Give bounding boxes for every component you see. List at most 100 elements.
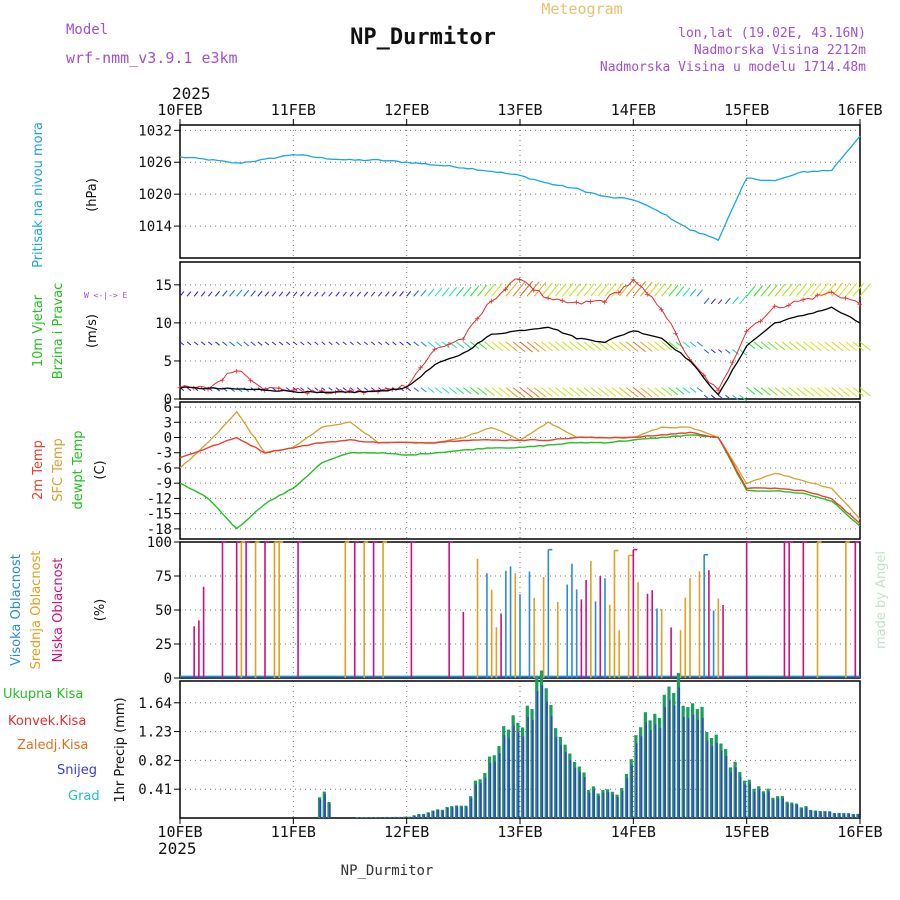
pressure-panel: Pritisak na nivou mora (hPa) — [31, 122, 100, 268]
wind-barb — [788, 387, 800, 397]
wind-barb — [328, 341, 333, 346]
elevation-label: Nadmorska Visina 2212m — [694, 43, 866, 58]
snow-bar — [550, 716, 553, 818]
wind-barb — [441, 341, 450, 349]
wind-gust-marker: + — [290, 386, 296, 396]
wind-barb — [477, 284, 488, 297]
snow-bar — [654, 724, 657, 818]
wind-barb — [491, 387, 503, 397]
precip-bar — [554, 728, 558, 818]
snow-bar — [390, 817, 392, 818]
y-tick-label: 1020 — [138, 187, 172, 203]
wind-gust-marker: + — [404, 383, 410, 393]
wind-barb — [767, 341, 778, 351]
wind-barb — [342, 291, 347, 297]
wind-barb — [285, 341, 291, 346]
wind-barb — [746, 341, 756, 350]
wind-barb — [462, 286, 472, 297]
snow-bar — [645, 722, 647, 818]
wind-barb — [548, 387, 560, 397]
wind-barb — [803, 341, 815, 351]
wind-barb — [434, 287, 443, 297]
wind-barb — [370, 291, 376, 297]
wind-gust-marker: + — [375, 387, 381, 397]
wind-barb — [590, 341, 602, 351]
wind-barb — [845, 387, 858, 397]
snow-bar — [329, 803, 331, 818]
wind-barb — [831, 341, 844, 352]
y-tick-label: 0 — [164, 431, 172, 447]
wind-barb — [335, 341, 340, 346]
wind-barb — [271, 341, 277, 346]
wind-barb — [519, 387, 533, 399]
wind-barb — [363, 291, 369, 297]
snow-bar — [834, 813, 836, 818]
wind-barb — [647, 282, 660, 297]
y-tick-label: 10 — [155, 316, 172, 332]
precip-total-label: Ukupna Kisa — [3, 687, 83, 702]
snow-bar — [432, 811, 435, 818]
snow-bar — [805, 807, 808, 818]
year-top-label: 2025 — [172, 84, 211, 103]
y-tick-label: 5 — [164, 354, 172, 370]
snow-bar — [517, 732, 520, 818]
wind-barb — [207, 291, 213, 297]
wind-barb — [455, 286, 465, 297]
temp-2m-label: 2m Temp — [31, 440, 46, 500]
wind-barb — [186, 341, 192, 346]
snow-bar — [414, 815, 416, 818]
wind-barb — [321, 387, 326, 391]
snow-bar — [319, 799, 322, 818]
wind-barb — [463, 341, 472, 349]
wind-barb — [448, 341, 457, 349]
wind-barb — [739, 394, 748, 402]
wind-barb — [356, 341, 361, 346]
panel-frame-wind — [179, 261, 861, 400]
wind-barb — [725, 349, 731, 354]
wind-gust-marker: + — [432, 345, 438, 355]
wind-barb — [633, 387, 646, 398]
bottom-day-label: 10FEB — [157, 823, 202, 841]
wind-barb — [746, 285, 756, 297]
wind-barb — [583, 341, 595, 351]
wind-barb — [243, 289, 250, 297]
wind-barb — [293, 341, 298, 346]
wind-barb — [562, 341, 574, 351]
wind-barb — [385, 341, 390, 346]
wind-barb — [307, 387, 312, 391]
snow-bar — [754, 791, 756, 818]
snow-bar — [824, 811, 827, 818]
wind-barb — [675, 286, 685, 297]
wind-barb — [718, 349, 723, 353]
precip-bar — [629, 759, 633, 818]
snow-bar — [602, 792, 605, 818]
wind-barb — [264, 291, 270, 297]
wind-barb — [661, 283, 673, 297]
wind-gust-marker: + — [616, 289, 622, 299]
wind-barb — [278, 341, 284, 346]
snow-bar — [532, 719, 534, 818]
snow-bar — [829, 811, 832, 818]
snow-bar — [418, 814, 421, 818]
snow-bar — [465, 806, 468, 818]
wind-barb — [505, 281, 518, 297]
wind-barb — [243, 341, 250, 347]
wind-gust-marker: + — [234, 367, 240, 377]
wind-barb — [732, 296, 739, 305]
snow-bar — [593, 789, 596, 818]
wind-barb — [696, 289, 703, 297]
wind-barb — [300, 341, 305, 346]
y-tick-label: 100 — [147, 535, 172, 551]
snow-bar — [565, 752, 567, 818]
snow-bar — [555, 737, 558, 818]
wind-barb — [633, 341, 646, 353]
snow-bar — [763, 793, 766, 818]
bottom-day-label: 15FEB — [724, 823, 769, 841]
wind-barb — [257, 290, 263, 297]
wind-gust-marker: + — [815, 291, 821, 301]
wind-barb — [342, 341, 347, 346]
snow-bar — [772, 799, 775, 818]
cloud-panel: Visoka Oblacnost Srednja Oblacnost Niska… — [9, 551, 889, 670]
snow-bar — [843, 813, 846, 818]
wind-barb — [739, 294, 748, 305]
